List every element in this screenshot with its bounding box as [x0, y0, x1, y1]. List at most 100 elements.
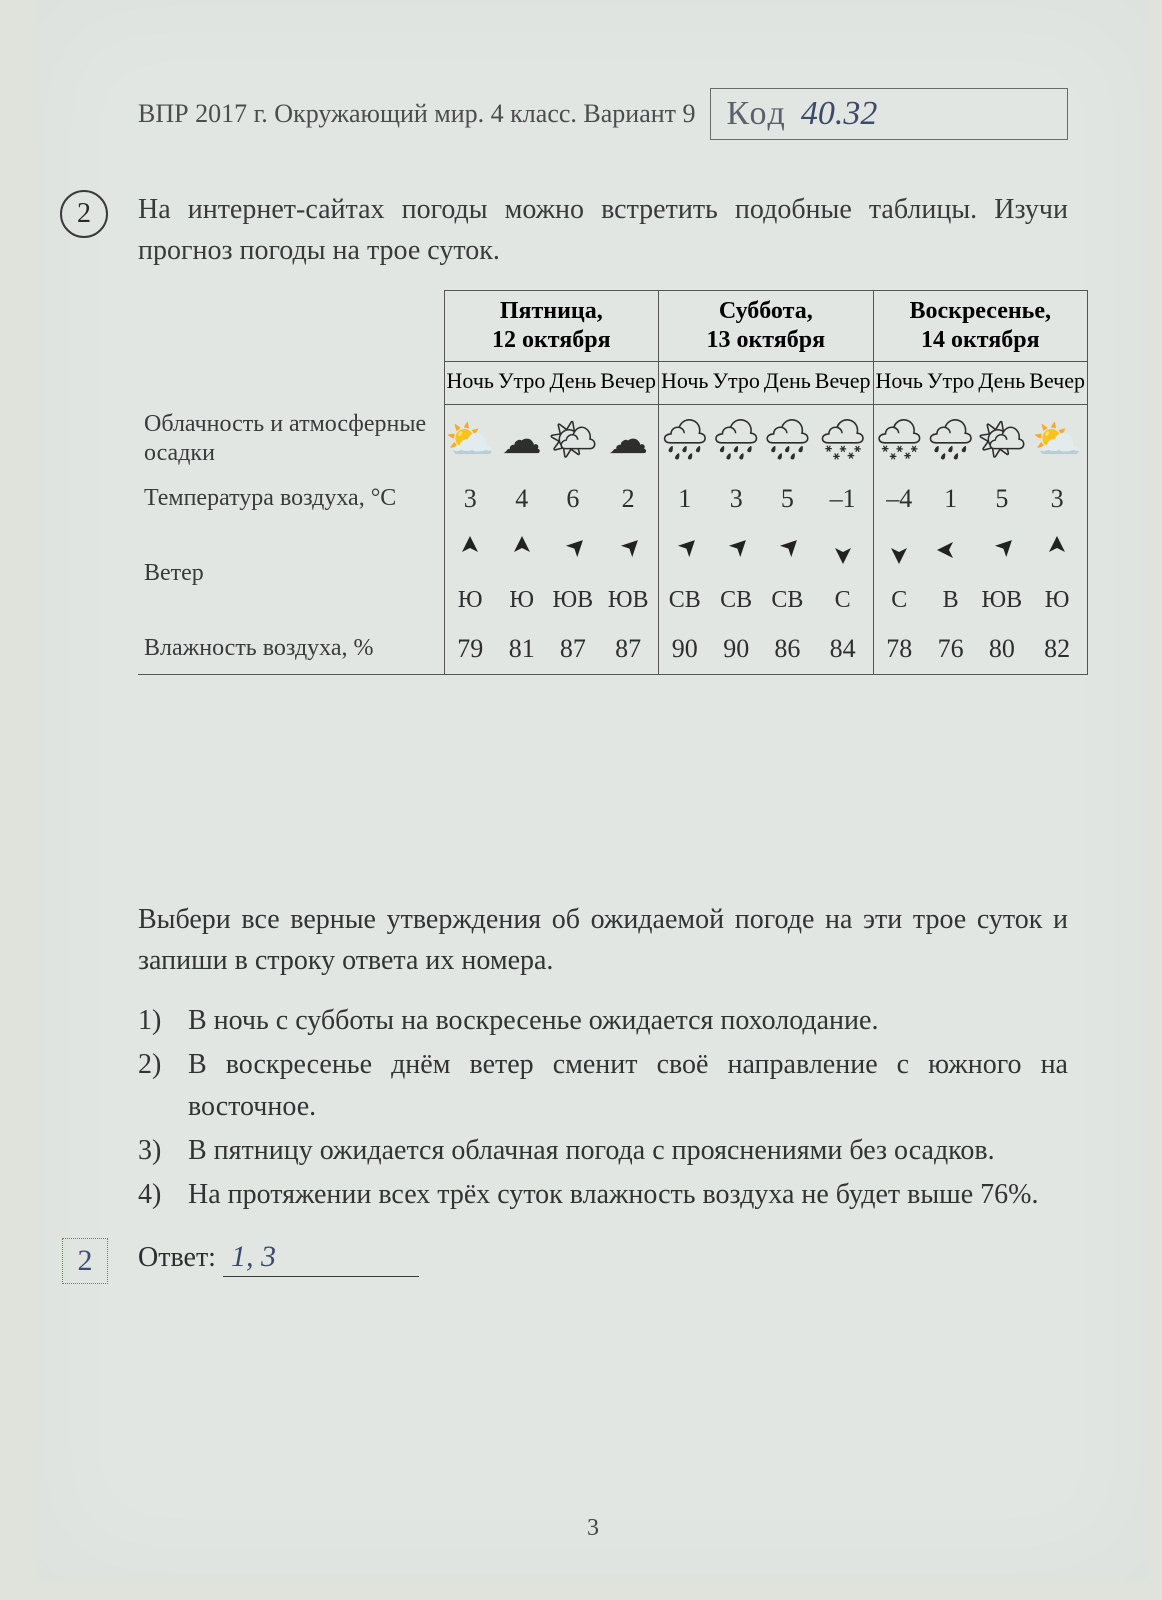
time-of-day-cell: Утро: [710, 361, 761, 404]
page-number: 3: [38, 1515, 1148, 1542]
question-prompt: На интернет-сайтах погоды можно встретит…: [138, 190, 1068, 271]
cloud-icon: 🌨: [873, 404, 925, 474]
wind-arrow-icon: [925, 524, 976, 583]
cloud-icon: 🌧: [925, 404, 976, 474]
clouds-row: Облачность и атмосферные осадки ⛅☁🌤☁🌧🌧🌧🌨…: [138, 404, 1088, 474]
temperature-cell: –4: [873, 474, 925, 524]
temperature-cell: 3: [444, 474, 496, 524]
day2-line2: 13 октября: [706, 327, 825, 353]
temperature-cell: 3: [710, 474, 761, 524]
wind-arrow-icon: [496, 524, 547, 583]
score-box: 2: [62, 1238, 108, 1284]
cloud-icon: 🌧: [762, 404, 813, 474]
temperature-cell: 3: [1027, 474, 1087, 524]
wind-direction-cell: СВ: [659, 583, 711, 624]
humidity-cell: 79: [444, 624, 496, 675]
page: ВПР 2017 г. Окружающий мир. 4 класс. Вар…: [38, 0, 1148, 1580]
day1-line2: 12 октября: [492, 327, 611, 353]
time-of-day-cell: Утро: [496, 361, 547, 404]
temperature-cell: 4: [496, 474, 547, 524]
wind-direction-cell: С: [873, 583, 925, 624]
time-of-day-cell: День: [976, 361, 1027, 404]
time-of-day-cell: Вечер: [813, 361, 873, 404]
humidity-cell: 86: [762, 624, 813, 675]
wind-arrow-icon: [1027, 524, 1087, 583]
option-num-4: 4): [138, 1174, 174, 1216]
wind-arrow-icon: [813, 524, 873, 583]
temperature-cell: 2: [598, 474, 658, 524]
humidity-cell: 81: [496, 624, 547, 675]
humidity-cell: 87: [547, 624, 598, 675]
humidity-cell: 76: [925, 624, 976, 675]
temperature-row: Температура воздуха, °C 3462135–1–4153: [138, 474, 1088, 524]
humidity-cell: 90: [710, 624, 761, 675]
humidity-cell: 90: [659, 624, 711, 675]
day-header-row: Пятница, 12 октября Суббота, 13 октября …: [138, 291, 1088, 362]
option-text-1: В ночь с субботы на воскресенье ожидаетс…: [188, 1000, 878, 1042]
wind-arrow-icon: [547, 524, 598, 583]
option-num-2: 2): [138, 1044, 174, 1128]
wind-arrow-icon: [444, 524, 496, 583]
code-box: Код 40.32: [710, 88, 1068, 140]
wind-arrow-icon: [873, 524, 925, 583]
option-1: 1) В ночь с субботы на воскресенье ожида…: [138, 1000, 1068, 1042]
option-num-3: 3): [138, 1130, 174, 1172]
day3-line1: Воскресенье,: [909, 298, 1051, 324]
humidity-cell: 80: [976, 624, 1027, 675]
wind-direction-cell: СВ: [710, 583, 761, 624]
answer-line: Ответ: 1, 3: [138, 1240, 419, 1277]
row-label-wind: Ветер: [138, 524, 444, 624]
code-label: Код: [727, 95, 787, 133]
wind-arrow-icon: [659, 524, 711, 583]
temperature-cell: 1: [659, 474, 711, 524]
humidity-cell: 78: [873, 624, 925, 675]
wind-direction-cell: В: [925, 583, 976, 624]
wind-direction-cell: Ю: [1027, 583, 1087, 624]
time-of-day-cell: День: [547, 361, 598, 404]
wind-direction-cell: ЮВ: [976, 583, 1027, 624]
option-text-3: В пятницу ожидается облачная погода с пр…: [188, 1130, 995, 1172]
option-3: 3) В пятницу ожидается облачная погода с…: [138, 1130, 1068, 1172]
row-label-temp: Температура воздуха, °C: [138, 474, 444, 524]
option-text-4: На протяжении всех трёх суток влажность …: [188, 1174, 1038, 1216]
day3-line2: 14 октября: [921, 327, 1040, 353]
humidity-row: Влажность воздуха, % 7981878790908684787…: [138, 624, 1088, 675]
option-4: 4) На протяжении всех трёх суток влажнос…: [138, 1174, 1068, 1216]
wind-arrow-icon: [710, 524, 761, 583]
wind-arrow-icon: [598, 524, 658, 583]
temperature-cell: 5: [976, 474, 1027, 524]
answer-value: 1, 3: [223, 1240, 419, 1277]
time-of-day-cell: Утро: [925, 361, 976, 404]
temperature-cell: 5: [762, 474, 813, 524]
temperature-cell: 6: [547, 474, 598, 524]
row-label-humidity: Влажность воздуха, %: [138, 624, 444, 675]
weather-table: Пятница, 12 октября Суббота, 13 октября …: [138, 290, 1088, 675]
wind-arrow-row: Ветер: [138, 524, 1088, 583]
time-of-day-cell: День: [762, 361, 813, 404]
option-num-1: 1): [138, 1000, 174, 1042]
code-value: 40.32: [801, 95, 878, 133]
day-header-1: Пятница, 12 октября: [444, 291, 658, 362]
time-of-day-cell: Вечер: [1027, 361, 1087, 404]
day-header-3: Воскресенье, 14 октября: [873, 291, 1087, 362]
day2-line1: Суббота,: [719, 298, 813, 324]
wind-direction-cell: С: [813, 583, 873, 624]
header-row: ВПР 2017 г. Окружающий мир. 4 класс. Вар…: [138, 88, 1068, 140]
cloud-icon: 🌤: [547, 404, 598, 474]
running-header: ВПР 2017 г. Окружающий мир. 4 класс. Вар…: [138, 99, 696, 129]
cloud-icon: ☁: [496, 404, 547, 474]
humidity-cell: 87: [598, 624, 658, 675]
cloud-icon: 🌨: [813, 404, 873, 474]
wind-direction-cell: ЮВ: [547, 583, 598, 624]
time-of-day-cell: Вечер: [598, 361, 658, 404]
temperature-cell: 1: [925, 474, 976, 524]
wind-direction-cell: ЮВ: [598, 583, 658, 624]
humidity-cell: 84: [813, 624, 873, 675]
cloud-icon: ☁: [598, 404, 658, 474]
option-2: 2) В воскресенье днём ветер сменит своё …: [138, 1044, 1068, 1128]
row-label-clouds: Облачность и атмосферные осадки: [138, 404, 444, 474]
wind-direction-cell: СВ: [762, 583, 813, 624]
time-of-day-cell: Ночь: [444, 361, 496, 404]
question-number-circle: 2: [60, 190, 108, 238]
wind-direction-cell: Ю: [444, 583, 496, 624]
